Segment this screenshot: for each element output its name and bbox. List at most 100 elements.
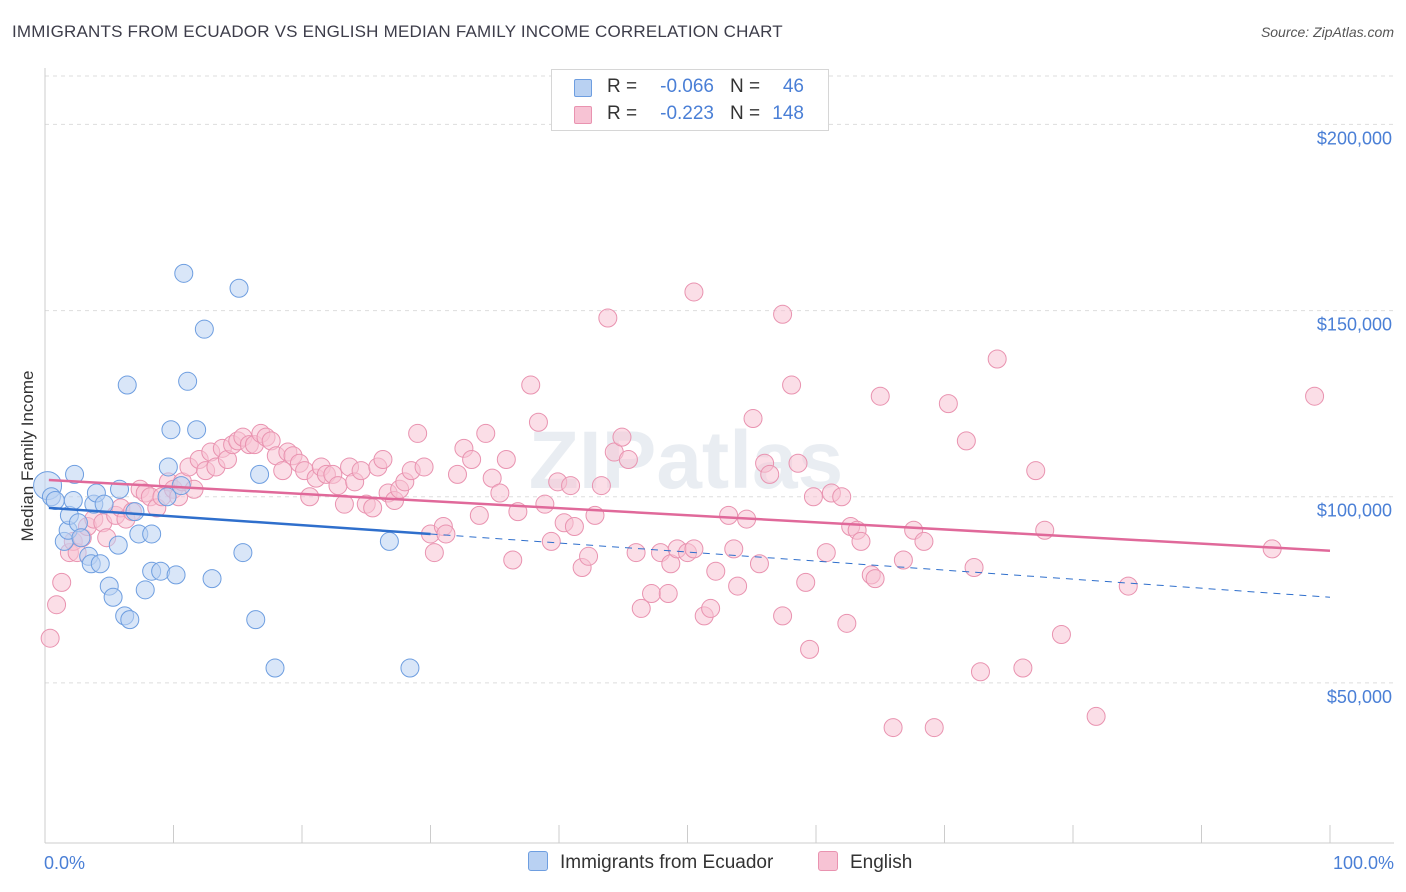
english-point [782, 375, 802, 395]
y-tick-label: $150,000 [1317, 315, 1392, 335]
ecuador-point [400, 658, 420, 678]
english-point [938, 394, 958, 414]
english-point [561, 476, 581, 496]
axes [44, 68, 1394, 844]
ecuador-point [194, 319, 214, 339]
r-value: -0.066 [660, 76, 714, 97]
legend-item-ecuador[interactable]: Immigrants from Ecuador [528, 851, 773, 874]
english-point [424, 543, 444, 563]
english-trend-line [48, 478, 1331, 552]
ecuador-point [265, 658, 285, 678]
english-point [462, 450, 482, 469]
english-point [684, 282, 704, 302]
ecuador-point [229, 278, 249, 298]
english-point [800, 639, 820, 659]
english-point [618, 450, 638, 469]
english-point [591, 476, 611, 496]
r-value: -0.223 [660, 103, 714, 124]
r-label: R = [607, 76, 638, 97]
ecuador-point [250, 464, 270, 484]
legend-label: Immigrants from Ecuador [560, 852, 774, 873]
english-point [52, 572, 72, 592]
english-point [490, 483, 510, 503]
english-point [701, 598, 721, 618]
english-point [528, 412, 548, 432]
x-tick-label-min: 0.0% [44, 853, 85, 873]
ecuador-point [158, 457, 178, 477]
english-point [40, 628, 60, 648]
legend-label: English [850, 852, 913, 873]
ecuador-points [33, 263, 420, 678]
y-tick-label: $100,000 [1317, 501, 1392, 521]
english-point [724, 539, 744, 559]
english-point [1051, 624, 1071, 644]
english-point [788, 453, 808, 473]
english-swatch [574, 106, 592, 124]
ecuador-trend-line [48, 506, 431, 536]
chart-title: IMMIGRANTS FROM ECUADOR VS ENGLISH MEDIA… [12, 22, 783, 41]
ecuador-point [90, 554, 110, 574]
ecuador-point [120, 610, 140, 630]
ecuador-point [108, 535, 128, 555]
ecuador-point [125, 502, 145, 522]
source-label: Source: ZipAtlas.com [1260, 24, 1394, 40]
english-point [865, 569, 885, 589]
english-point [1026, 461, 1046, 481]
english-point [564, 517, 584, 537]
english-point [408, 423, 428, 443]
english-points [40, 282, 1325, 738]
english-point [870, 386, 890, 406]
english-point [273, 461, 293, 481]
y-tick-label: $200,000 [1317, 128, 1392, 148]
ecuador-swatch [528, 851, 548, 871]
ecuador-point [178, 371, 198, 391]
english-point [706, 561, 726, 581]
ecuador-point [174, 263, 194, 283]
english-point [541, 531, 561, 551]
y-tick-label: $50,000 [1327, 687, 1392, 707]
x-tick-label-max: 100.0% [1333, 853, 1394, 873]
english-point [773, 606, 793, 626]
english-point [1086, 706, 1106, 726]
english-point [832, 487, 852, 507]
english-point [328, 476, 348, 496]
english-point [469, 505, 489, 525]
ecuador-point [135, 580, 155, 600]
ecuador-point [246, 610, 266, 630]
ecuador-point [94, 494, 114, 514]
english-point [956, 431, 976, 451]
english-point [631, 598, 651, 618]
english-point [728, 576, 748, 596]
english-point [796, 572, 816, 592]
ecuador-point [187, 420, 207, 440]
ecuador-point [63, 490, 83, 510]
english-point [496, 450, 516, 469]
english-point [987, 349, 1007, 369]
english-point [47, 595, 67, 615]
legend-item-english[interactable]: English [818, 851, 912, 874]
english-point [579, 546, 599, 566]
y-axis-labels: $50,000 $100,000 $150,000 $200,000 [1317, 128, 1392, 706]
english-point [476, 423, 496, 443]
grid [45, 75, 1394, 684]
n-value: 148 [772, 103, 804, 124]
english-point [719, 505, 739, 525]
english-point [1013, 658, 1033, 678]
english-point [749, 554, 769, 574]
ecuador-point [171, 476, 191, 496]
ecuador-point [379, 531, 399, 551]
ecuador-swatch [574, 79, 592, 97]
english-point [626, 543, 646, 563]
english-point [837, 613, 857, 633]
ecuador-point [202, 569, 222, 589]
ecuador-point [142, 524, 162, 544]
ecuador-point [117, 375, 137, 395]
english-point [482, 468, 502, 488]
ecuador-point [65, 464, 85, 484]
english-point [535, 494, 555, 514]
correlation-legend: R = -0.066 N = 46 R = -0.223 N = 148 [551, 69, 829, 131]
n-label: N = [730, 103, 761, 124]
english-point [436, 524, 456, 544]
english-point [851, 531, 871, 551]
